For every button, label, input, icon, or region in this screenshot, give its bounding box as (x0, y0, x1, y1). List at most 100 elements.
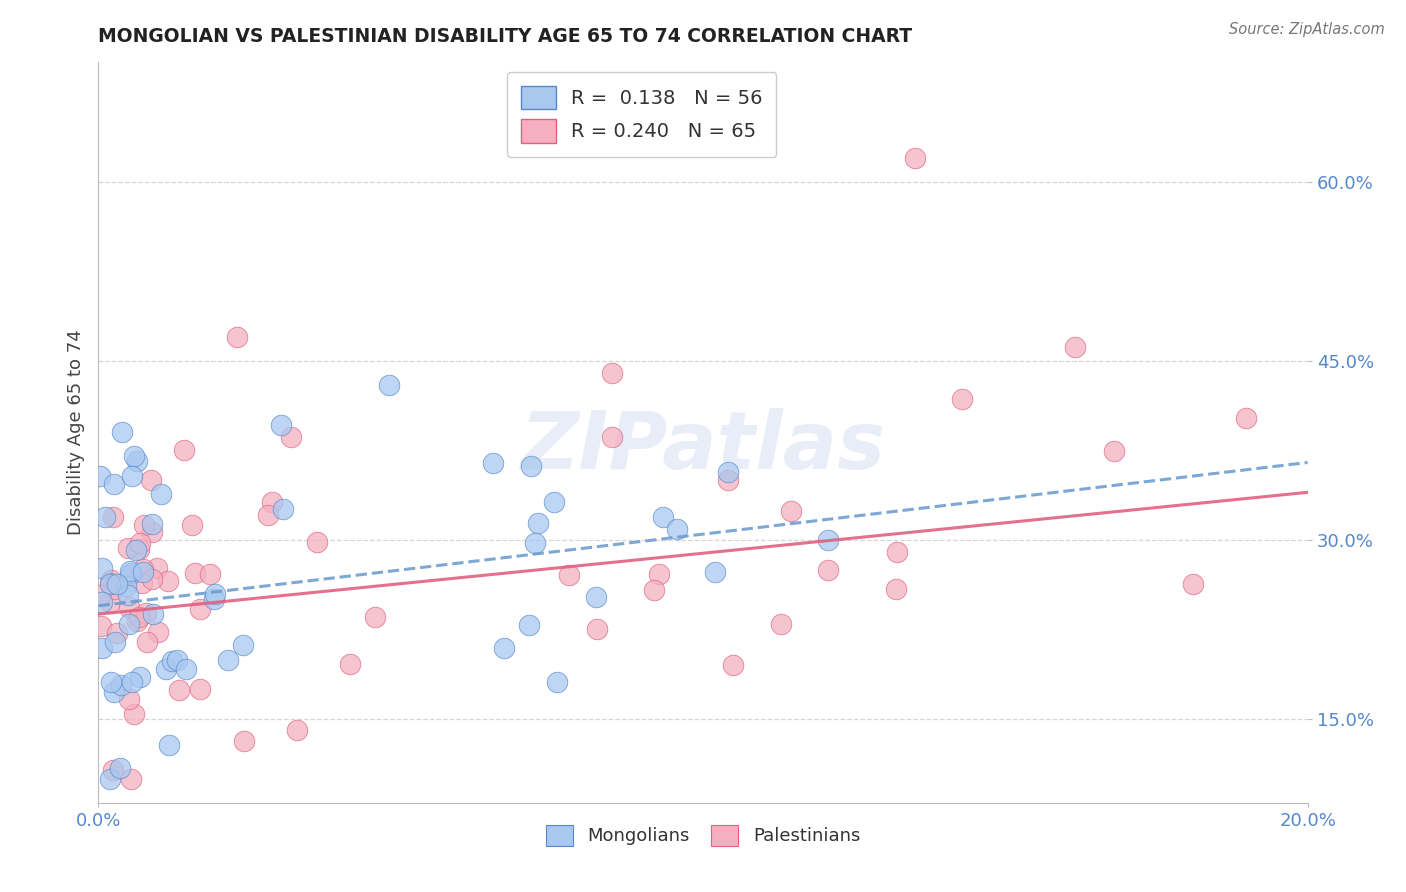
Point (101, 510, 124, 524)
Point (666, 522, 689, 536)
Text: MONGOLIAN VS PALESTINIAN DISABILITY AGE 65 TO 74 CORRELATION CHART: MONGOLIAN VS PALESTINIAN DISABILITY AGE … (98, 27, 912, 45)
Point (121, 469, 143, 483)
Point (271, 501, 294, 516)
Point (285, 723, 308, 738)
Text: Source: ZipAtlas.com: Source: ZipAtlas.com (1229, 22, 1385, 37)
Point (257, 508, 280, 523)
Point (585, 622, 607, 636)
Point (128, 610, 150, 624)
Point (160, 654, 183, 668)
Point (122, 449, 145, 463)
Point (149, 487, 172, 501)
Point (132, 518, 155, 533)
Point (378, 377, 401, 392)
Point (103, 582, 125, 596)
Point (233, 734, 256, 748)
Point (117, 588, 139, 602)
Point (90, 619, 112, 633)
Point (519, 459, 541, 474)
Point (155, 662, 177, 676)
Point (280, 430, 302, 444)
Point (169, 682, 191, 697)
Point (91, 560, 114, 574)
Point (105, 626, 128, 640)
Point (339, 657, 361, 672)
Point (1104, 443, 1126, 458)
Point (103, 684, 125, 698)
Point (141, 572, 163, 586)
Point (157, 574, 180, 589)
Point (148, 625, 170, 640)
Point (184, 566, 207, 580)
Legend: Mongolians, Palestinians: Mongolians, Palestinians (538, 818, 868, 853)
Point (121, 675, 143, 690)
Point (115, 579, 138, 593)
Point (157, 738, 180, 752)
Point (232, 638, 254, 652)
Point (482, 456, 505, 470)
Point (546, 675, 568, 690)
Point (204, 592, 226, 607)
Point (226, 330, 249, 344)
Point (98, 772, 121, 786)
Point (98, 595, 121, 609)
Point (117, 600, 139, 615)
Point (703, 565, 725, 579)
Point (103, 763, 125, 777)
Point (98, 575, 121, 590)
Point (89, 469, 111, 483)
Point (141, 524, 163, 539)
Point (307, 535, 329, 549)
Point (950, 392, 973, 406)
Point (519, 618, 541, 632)
Point (100, 675, 122, 690)
Point (103, 477, 125, 491)
Point (886, 545, 908, 559)
Point (723, 658, 745, 673)
Point (120, 772, 142, 786)
Point (110, 678, 132, 692)
Point (104, 634, 127, 648)
Point (139, 473, 162, 487)
Point (716, 473, 738, 487)
Point (110, 425, 132, 439)
Point (643, 583, 665, 598)
Point (884, 582, 907, 596)
Point (602, 366, 624, 380)
Point (89, 588, 111, 602)
Point (100, 574, 122, 588)
Point (558, 568, 581, 582)
Point (135, 635, 157, 649)
Point (132, 561, 155, 575)
Point (817, 564, 839, 578)
Point (118, 616, 141, 631)
Point (188, 681, 211, 696)
Point (204, 587, 226, 601)
Point (125, 454, 148, 468)
Point (142, 607, 165, 621)
Point (90, 595, 112, 609)
Point (1063, 340, 1085, 354)
Point (198, 567, 221, 582)
Point (146, 560, 169, 574)
Point (131, 576, 153, 591)
Point (118, 692, 141, 706)
Point (173, 443, 195, 458)
Point (543, 494, 565, 508)
Point (176, 662, 198, 676)
Y-axis label: Disability Age 65 to 74: Disability Age 65 to 74 (66, 330, 84, 535)
Point (904, 151, 927, 165)
Point (118, 568, 141, 582)
Point (817, 533, 839, 547)
Point (526, 516, 548, 531)
Point (585, 590, 607, 604)
Point (652, 510, 675, 524)
Point (188, 601, 211, 615)
Point (125, 543, 148, 558)
Point (647, 567, 669, 582)
Point (217, 653, 239, 667)
Point (128, 536, 150, 550)
Point (94, 510, 117, 524)
Point (127, 615, 149, 629)
Point (91, 641, 114, 656)
